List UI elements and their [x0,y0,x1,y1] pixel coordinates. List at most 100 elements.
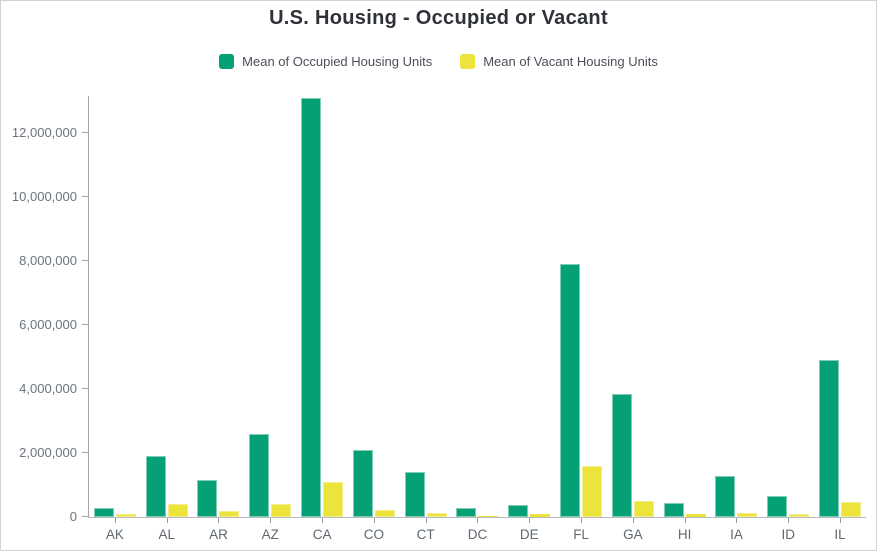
bar-vacant-HI[interactable] [685,514,706,517]
x-tick-mark [477,518,479,523]
bar-group-GA [607,96,659,523]
y-tick-label: 12,000,000 [11,125,77,141]
y-tick-label: 6,000,000 [19,317,77,333]
bar-group-DC [452,96,504,523]
y-tick-label: 0 [69,509,77,524]
plot-area: 0 2,000,000 4,000,000 6,000,000 8,000,000 10,… [12,96,866,542]
bar-vacant-AR[interactable] [219,510,240,517]
legend: Mean of Occupied Housing Units Mean of Va… [1,54,876,69]
bar-occupied-AR[interactable] [197,480,218,517]
bar-occupied-IL[interactable] [819,360,840,517]
y-tick-mark [82,324,88,326]
bar-group-DE [503,96,555,523]
x-tick-label-IA: IA [730,527,743,542]
bar-occupied-AZ[interactable] [249,433,270,517]
y-tick-mark [82,260,88,262]
bar-occupied-IA[interactable] [715,476,736,517]
chart-title: U.S. Housing - Occupied or Vacant [269,7,608,29]
legend-swatch-icon [460,54,476,69]
bar-group-AK [89,96,141,523]
bar-occupied-DE[interactable] [508,505,529,517]
bar-occupied-AL[interactable] [145,456,166,517]
bar-vacant-AK[interactable] [115,513,136,517]
bar-occupied-CA[interactable] [301,97,322,517]
bar-vacant-ID[interactable] [789,513,810,517]
legend-item-label: Mean of Vacant Housing Units [483,54,658,69]
bar-occupied-FL[interactable] [560,264,581,517]
bar-group-ID [762,96,814,523]
legend-swatch-icon [219,54,235,69]
x-tick-mark [736,518,738,523]
x-tick-mark [684,518,686,523]
bar-vacant-AZ[interactable] [271,503,292,517]
bar-vacant-GA[interactable] [633,501,654,517]
y-tick-mark [82,516,88,517]
y-tick-mark [82,196,88,198]
x-tick-label-ID: ID [781,527,796,542]
bar-vacant-DC[interactable] [478,515,499,517]
x-tick-label-CO: CO [363,527,384,542]
x-tick-label-GA: GA [623,527,643,542]
bar-group-CO [348,96,400,523]
x-tick-mark [322,518,324,523]
bar-occupied-CO[interactable] [352,449,373,517]
x-tick-label-DC: DC [467,527,488,542]
bar-vacant-IA[interactable] [737,512,758,517]
bar-occupied-GA[interactable] [611,393,632,517]
x-tick-mark [270,518,272,523]
x-tick-mark [166,518,168,523]
bar-group-CT [400,96,452,523]
x-tick-mark [373,518,375,523]
bar-group-IL [814,96,866,523]
x-tick-mark [114,518,116,523]
legend-item-label: Mean of Occupied Housing Units [242,54,433,69]
x-tick-label-CT: CT [416,527,435,542]
legend-item-vacant[interactable]: Mean of Vacant Housing Units [460,54,658,69]
x-axis-line [88,517,866,518]
y-axis-line [88,96,89,518]
bar-vacant-CO[interactable] [374,510,395,517]
bar-group-IA [711,96,763,523]
x-tick-label-FL: FL [573,527,589,542]
y-tick-mark [82,388,88,390]
bar-vacant-DE[interactable] [530,514,551,517]
y-tick-label: 10,000,000 [11,189,77,205]
bars-layer [89,96,866,523]
y-tick-mark [82,132,88,134]
bar-vacant-CA[interactable] [323,481,344,517]
bar-group-AL [141,96,193,523]
bar-group-CA [296,96,348,523]
x-tick-mark [218,518,220,523]
x-tick-label-AK: AK [105,527,124,542]
x-tick-label-CA: CA [312,527,332,542]
x-tick-label-HI: HI [677,527,692,542]
x-tick-mark [425,518,427,523]
x-tick-mark [632,518,634,523]
bar-occupied-CT[interactable] [404,472,425,517]
y-tick-label: 8,000,000 [19,253,77,269]
x-tick-label-AR: AR [209,527,228,542]
bar-vacant-CT[interactable] [426,512,447,517]
x-tick-mark [840,518,842,523]
bar-vacant-FL[interactable] [582,465,603,517]
y-tick-mark [82,452,88,454]
legend-item-occupied[interactable]: Mean of Occupied Housing Units [219,54,432,69]
y-tick-label: 2,000,000 [19,445,77,461]
bar-occupied-DC[interactable] [456,508,477,517]
x-axis-labels: AK AL AR AZ CA CO CT DC DE FL GA HI IA ID IL [89,527,866,542]
bar-group-FL [555,96,607,523]
bar-occupied-AK[interactable] [93,508,114,517]
bar-occupied-ID[interactable] [767,496,788,517]
bar-group-HI [659,96,711,523]
bar-group-AZ [244,96,296,523]
bar-vacant-AL[interactable] [167,504,188,517]
x-tick-mark [581,518,583,523]
x-tick-mark [529,518,531,523]
x-tick-label-IL: IL [834,527,846,542]
x-tick-label-AZ: AZ [261,527,279,542]
x-tick-label-DE: DE [519,527,539,542]
x-tick-label-AL: AL [158,527,175,542]
bar-vacant-IL[interactable] [841,501,862,517]
bar-occupied-HI[interactable] [663,502,684,517]
